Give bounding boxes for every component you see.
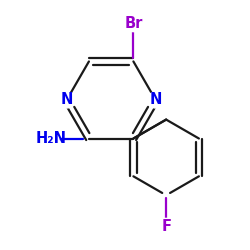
Circle shape: [59, 92, 75, 108]
Text: N: N: [60, 92, 73, 108]
Text: F: F: [161, 219, 171, 234]
Circle shape: [126, 16, 142, 32]
Text: H₂N: H₂N: [36, 131, 66, 146]
Text: Br: Br: [124, 16, 142, 31]
Circle shape: [43, 130, 59, 146]
Circle shape: [158, 218, 174, 234]
Circle shape: [148, 92, 164, 108]
Text: N: N: [150, 92, 162, 108]
